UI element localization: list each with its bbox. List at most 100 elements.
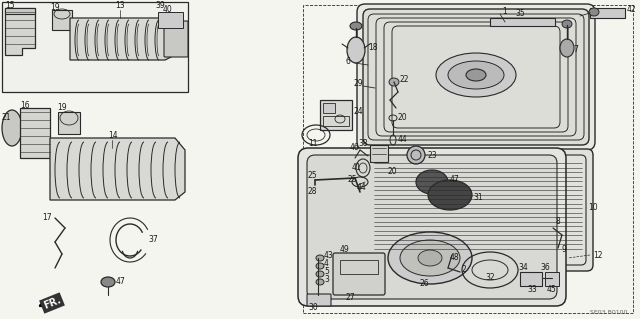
Text: 6: 6 (346, 57, 351, 66)
Text: 15: 15 (5, 1, 15, 10)
Text: 5: 5 (324, 268, 329, 277)
Text: 9: 9 (562, 246, 567, 255)
Text: 10: 10 (588, 203, 598, 211)
Text: 37: 37 (148, 235, 157, 244)
Text: 24: 24 (354, 108, 364, 116)
Ellipse shape (407, 146, 425, 164)
Ellipse shape (2, 110, 22, 146)
Text: SE03 B0100: SE03 B0100 (590, 309, 627, 315)
Text: 29: 29 (354, 79, 364, 88)
Ellipse shape (316, 279, 324, 285)
Text: 7: 7 (573, 46, 578, 55)
Text: FR.: FR. (42, 295, 62, 311)
Ellipse shape (428, 180, 472, 210)
Text: 45: 45 (547, 286, 557, 294)
Text: 35: 35 (515, 9, 525, 18)
FancyBboxPatch shape (359, 149, 593, 271)
Bar (320, 100, 352, 130)
Bar (303, 5, 633, 313)
Text: 36: 36 (540, 263, 550, 271)
Bar (490, 18, 555, 26)
Polygon shape (70, 18, 175, 60)
Ellipse shape (347, 37, 365, 63)
Text: 26: 26 (420, 279, 429, 288)
Text: 30: 30 (308, 303, 317, 313)
Text: 46: 46 (350, 144, 360, 152)
Text: 21: 21 (2, 114, 12, 122)
Text: 44: 44 (398, 136, 408, 145)
Text: 47: 47 (450, 175, 460, 184)
Ellipse shape (448, 61, 504, 89)
Text: 33: 33 (527, 286, 537, 294)
Text: 40: 40 (163, 5, 173, 14)
Bar (158, 12, 183, 28)
Bar (520, 272, 542, 286)
Bar (58, 112, 80, 134)
Text: 20: 20 (387, 167, 397, 176)
Ellipse shape (436, 53, 516, 97)
Text: 18: 18 (368, 43, 378, 53)
Ellipse shape (411, 177, 541, 237)
Text: 23: 23 (427, 151, 436, 160)
Text: 43: 43 (324, 251, 333, 261)
Ellipse shape (316, 255, 324, 261)
FancyBboxPatch shape (298, 148, 566, 306)
Polygon shape (50, 138, 185, 200)
Ellipse shape (388, 232, 472, 284)
Text: 20: 20 (398, 114, 408, 122)
Ellipse shape (389, 78, 399, 86)
FancyBboxPatch shape (164, 21, 188, 57)
Text: 13: 13 (115, 2, 125, 11)
Bar (590, 8, 625, 18)
Ellipse shape (416, 170, 448, 194)
Text: 41: 41 (352, 164, 362, 173)
FancyBboxPatch shape (357, 4, 595, 150)
Ellipse shape (418, 250, 442, 266)
Bar (2, 2, 188, 92)
FancyBboxPatch shape (307, 155, 557, 299)
Text: 38: 38 (358, 138, 367, 147)
Text: 3: 3 (324, 276, 329, 285)
Text: 42: 42 (627, 5, 637, 14)
Bar (52, 10, 72, 30)
Text: 49: 49 (340, 246, 349, 255)
Text: 4: 4 (324, 259, 329, 269)
Text: 1: 1 (502, 6, 507, 16)
Ellipse shape (560, 39, 574, 57)
Polygon shape (370, 145, 388, 162)
Text: 11: 11 (308, 138, 317, 147)
Ellipse shape (400, 240, 460, 276)
Ellipse shape (350, 22, 362, 30)
Text: 32: 32 (485, 273, 495, 283)
Ellipse shape (589, 8, 599, 16)
Bar (323, 116, 349, 126)
Text: 17: 17 (42, 213, 52, 222)
Text: 12: 12 (593, 250, 602, 259)
Text: 25: 25 (347, 175, 356, 184)
Text: 22: 22 (400, 76, 410, 85)
Ellipse shape (466, 69, 486, 81)
Bar (5, 8, 35, 14)
Text: FR.: FR. (42, 295, 62, 311)
Text: 25: 25 (308, 170, 317, 180)
Ellipse shape (316, 271, 324, 277)
Text: 2: 2 (462, 265, 467, 275)
Text: 16: 16 (20, 100, 29, 109)
Ellipse shape (562, 20, 572, 28)
Text: 44: 44 (357, 183, 367, 192)
Text: 8: 8 (555, 218, 560, 226)
Text: 19: 19 (50, 3, 60, 11)
FancyBboxPatch shape (363, 9, 589, 145)
Text: 14: 14 (108, 130, 118, 139)
Text: 28: 28 (307, 188, 317, 197)
Text: 39: 39 (155, 2, 164, 11)
FancyBboxPatch shape (307, 294, 331, 306)
Text: 34: 34 (518, 263, 528, 271)
Text: 47: 47 (116, 278, 125, 286)
Text: 48: 48 (450, 254, 460, 263)
Ellipse shape (421, 184, 531, 230)
Text: 27: 27 (345, 293, 355, 302)
Bar (545, 272, 559, 286)
Text: 31: 31 (473, 192, 483, 202)
Ellipse shape (316, 263, 324, 269)
